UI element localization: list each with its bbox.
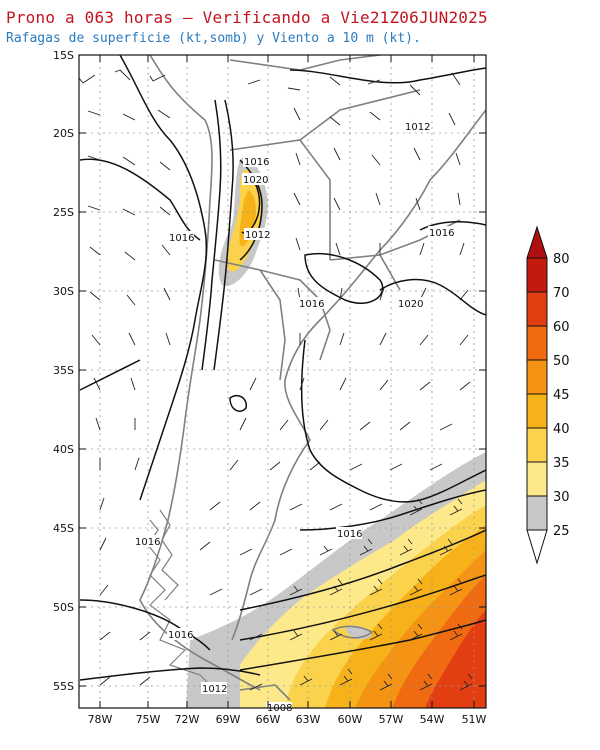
lon-label: 51W <box>462 713 487 726</box>
chart-title: Prono a 063 horas — Verificando a Vie21Z… <box>6 8 488 27</box>
isobar-label: 1020 <box>243 175 268 186</box>
colorbar-label: 40 <box>553 422 570 437</box>
colorbar-segment <box>526 291 548 327</box>
lon-label: 69W <box>216 713 241 726</box>
isobar-label: 1016 <box>168 630 193 641</box>
map-frame <box>78 54 487 709</box>
colorbar-label: 25 <box>553 524 570 539</box>
lon-label: 60W <box>338 713 363 726</box>
isobar-label: 1016 <box>169 233 194 244</box>
lon-label: 57W <box>379 713 404 726</box>
isobar-label: 1016 <box>429 228 454 239</box>
isobar-label: 1016 <box>337 529 362 540</box>
isobar-label: 1012 <box>202 684 227 695</box>
colorbar-segment <box>526 393 548 429</box>
lat-label: 25S <box>53 206 74 219</box>
isobar-label: 1020 <box>398 299 423 310</box>
wind-barbs <box>79 69 473 691</box>
lat-label: 40S <box>53 443 74 456</box>
colorbar-label: 60 <box>553 320 570 335</box>
isobar-label: 1012 <box>405 122 430 133</box>
colorbar-under-arrow <box>526 529 548 565</box>
isobars <box>79 55 486 681</box>
lat-label: 30S <box>53 285 74 298</box>
lon-label: 66W <box>256 713 281 726</box>
colorbar-over-arrow <box>526 225 548 259</box>
lon-label: 63W <box>296 713 321 726</box>
isobar-label: 1016 <box>299 299 324 310</box>
lat-lon-grid <box>79 55 486 708</box>
lon-label: 72W <box>175 713 200 726</box>
lon-label: 75W <box>136 713 161 726</box>
colorbar-label: 70 <box>553 286 570 301</box>
lat-label: 55S <box>53 680 74 693</box>
lat-label: 50S <box>53 601 74 614</box>
lat-label: 45S <box>53 522 74 535</box>
colorbar-segment <box>526 427 548 463</box>
colorbar-label: 35 <box>553 456 570 471</box>
gust-shading <box>186 157 486 708</box>
colorbar-segment <box>526 257 548 293</box>
lon-axis: 78W 75W 72W 69W 66W 63W 60W 57W 54W 51W <box>88 55 487 726</box>
colorbar-label: 80 <box>553 252 570 267</box>
isobar-label: 1016 <box>135 537 160 548</box>
colorbar: 80 70 60 50 45 40 35 30 25 <box>526 225 570 565</box>
lon-label: 78W <box>88 713 113 726</box>
colorbar-label: 45 <box>553 388 570 403</box>
colorbar-segment <box>526 495 548 531</box>
colorbar-label: 30 <box>553 490 570 505</box>
lat-label: 20S <box>53 127 74 140</box>
isobar-label: 1016 <box>244 157 269 168</box>
chart-subtitle: Rafagas de superficie (kt,somb) y Viento… <box>6 31 421 46</box>
isobar-label: 1012 <box>245 230 270 241</box>
lat-label: 15S <box>53 49 74 62</box>
colorbar-label: 50 <box>553 354 570 369</box>
colorbar-segment <box>526 461 548 497</box>
colorbar-segment <box>526 325 548 361</box>
colorbar-segment <box>526 359 548 395</box>
lon-label: 54W <box>420 713 445 726</box>
lat-label: 35S <box>53 364 74 377</box>
lat-axis: 15S 20S 25S 30S 35S 40S 45S 50S 55S <box>53 49 486 693</box>
